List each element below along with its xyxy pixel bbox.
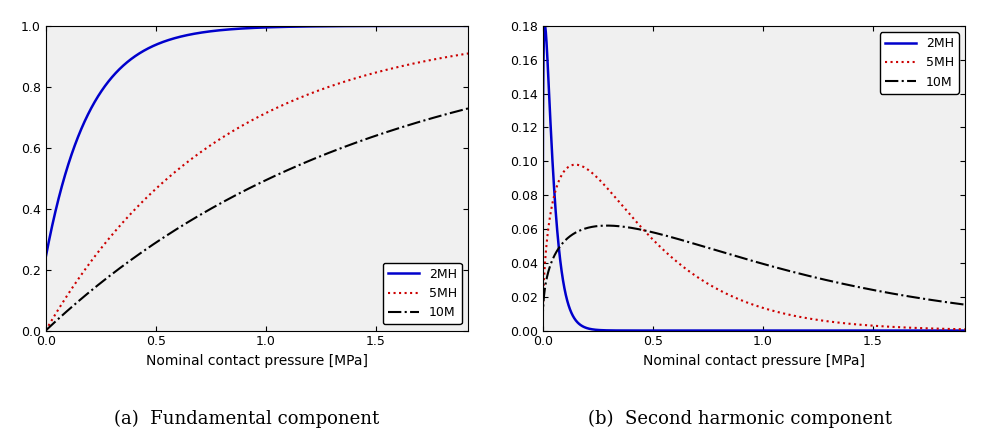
2MH <box>462 23 474 29</box>
2MH <box>951 328 963 333</box>
Line: 10M: 10M <box>542 226 965 323</box>
10M <box>220 198 232 203</box>
5MH <box>202 145 214 150</box>
5MH <box>610 196 622 201</box>
10M <box>113 266 125 271</box>
10M <box>88 286 100 291</box>
2MH <box>88 101 100 106</box>
2MH <box>202 29 214 34</box>
2MH <box>539 23 551 29</box>
5MH <box>699 280 711 285</box>
2MH <box>699 328 711 333</box>
2MH <box>717 328 729 333</box>
2MH <box>454 23 465 29</box>
2MH <box>585 327 597 332</box>
10M <box>905 294 917 299</box>
5MH <box>905 325 917 330</box>
5MH <box>220 133 232 138</box>
Text: (b)  Second harmonic component: (b) Second harmonic component <box>588 410 891 428</box>
10M <box>585 225 597 230</box>
2MH <box>536 225 548 230</box>
5MH <box>454 52 465 57</box>
5MH <box>462 51 474 56</box>
Line: 2MH: 2MH <box>45 26 468 257</box>
5MH <box>536 322 548 327</box>
2MH <box>113 67 125 72</box>
10M <box>462 106 474 111</box>
5MH <box>88 255 100 260</box>
10M <box>717 250 729 255</box>
5MH <box>717 289 729 295</box>
2MH <box>220 27 232 32</box>
5MH <box>951 327 963 332</box>
Legend: 2MH, 5MH, 10M: 2MH, 5MH, 10M <box>383 263 461 324</box>
2MH <box>610 328 622 333</box>
X-axis label: Nominal contact pressure [MPa]: Nominal contact pressure [MPa] <box>643 354 865 368</box>
10M <box>601 223 613 228</box>
Line: 5MH: 5MH <box>45 54 468 330</box>
2MH <box>959 328 971 333</box>
Text: (a)  Fundamental component: (a) Fundamental component <box>113 410 380 428</box>
5MH <box>39 328 51 333</box>
Line: 10M: 10M <box>45 108 468 330</box>
10M <box>454 108 465 113</box>
5MH <box>959 327 971 332</box>
10M <box>951 301 963 306</box>
10M <box>408 121 420 126</box>
Legend: 2MH, 5MH, 10M: 2MH, 5MH, 10M <box>880 32 959 94</box>
10M <box>699 244 711 249</box>
10M <box>39 328 51 333</box>
5MH <box>113 224 125 229</box>
Line: 5MH: 5MH <box>542 165 965 329</box>
Line: 2MH: 2MH <box>542 26 965 330</box>
10M <box>202 208 214 213</box>
10M <box>610 223 622 229</box>
5MH <box>570 162 582 167</box>
X-axis label: Nominal contact pressure [MPa]: Nominal contact pressure [MPa] <box>146 354 368 368</box>
5MH <box>408 61 420 66</box>
2MH <box>905 328 917 333</box>
2MH <box>39 255 51 260</box>
10M <box>959 302 971 307</box>
2MH <box>408 23 420 29</box>
10M <box>536 321 548 326</box>
5MH <box>585 169 597 175</box>
